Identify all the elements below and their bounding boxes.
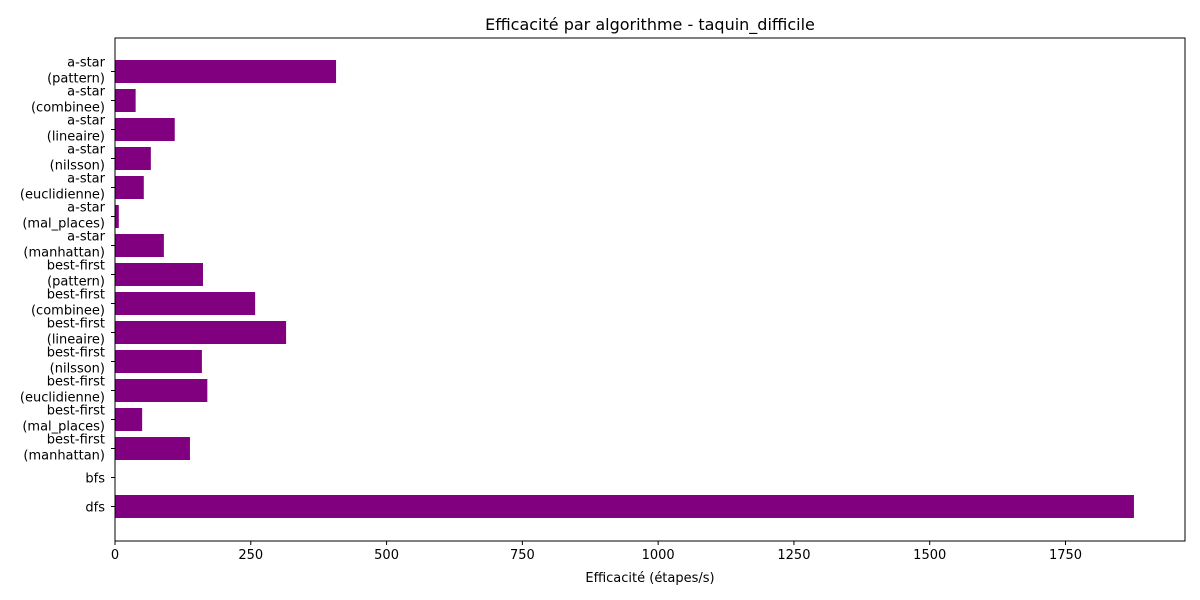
y-tick-label: a-star (lineaire) — [47, 114, 106, 145]
y-tick-label: best-first (lineaire) — [47, 317, 105, 348]
y-tick-label: a-star (combinee) — [31, 85, 106, 116]
bar — [115, 350, 202, 373]
bar — [115, 437, 190, 460]
bars-group — [115, 60, 1134, 518]
y-tick-label: a-star (nilsson) — [50, 143, 106, 174]
bar — [115, 118, 175, 141]
bar — [115, 379, 208, 402]
bar — [115, 321, 287, 344]
x-tick-label: 1750 — [1049, 548, 1082, 563]
y-tick-label: best-first (manhattan) — [23, 433, 105, 464]
bar — [115, 205, 119, 228]
bar — [115, 60, 337, 83]
y-axis-ticks: dfs bfs best-first (manhattan)best-first (ma… — [20, 56, 115, 516]
y-tick-label: a-star (euclidienne) — [20, 172, 106, 203]
y-tick-label: best-first (nilsson) — [47, 346, 105, 377]
y-tick-label: best-first (euclidienne) — [20, 375, 105, 406]
x-tick-label: 500 — [374, 548, 399, 563]
bar — [115, 176, 144, 199]
bar — [115, 89, 136, 112]
x-tick-label: 1000 — [642, 548, 675, 563]
bar — [115, 147, 151, 170]
y-tick-label: a-star (pattern) — [47, 56, 106, 87]
y-tick-label: a-star (mal_places) — [22, 201, 105, 232]
chart-title: Efficacité par algorithme - taquin_diffi… — [485, 15, 815, 35]
y-tick-label: best-first (pattern) — [47, 259, 105, 290]
y-tick-label: best-first (mal_places) — [22, 404, 105, 435]
bar — [115, 263, 203, 286]
x-tick-label: 250 — [238, 548, 263, 563]
bar — [115, 408, 143, 431]
y-tick-label: best-first (combinee) — [31, 288, 105, 319]
x-tick-label: 750 — [510, 548, 535, 563]
bar — [115, 495, 1134, 518]
x-tick-label: 0 — [111, 548, 119, 563]
bar — [115, 234, 164, 257]
bar — [115, 292, 256, 315]
y-tick-label: a-star (manhattan) — [23, 230, 105, 261]
x-tick-label: 1250 — [777, 548, 810, 563]
x-axis-ticks: 0 250 500 750 1000 1250 1500 1750 — [111, 541, 1082, 563]
plot-frame — [114, 37, 1186, 542]
y-tick-label: dfs — [85, 501, 105, 516]
x-axis-label: Efficacité (étapes/s) — [585, 571, 714, 586]
x-tick-label: 1500 — [913, 548, 946, 563]
y-tick-label: bfs — [85, 472, 105, 487]
